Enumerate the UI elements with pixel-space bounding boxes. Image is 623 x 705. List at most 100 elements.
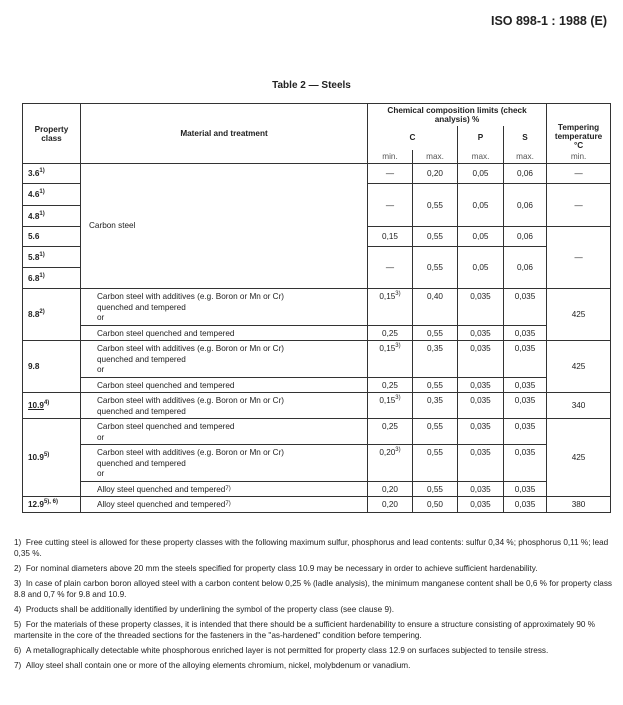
property-class: 4.8 — [28, 211, 40, 221]
value-s: 0,06 — [517, 169, 533, 178]
table-cell: 0,50 — [412, 496, 458, 513]
footnote-ref: 7) — [225, 501, 231, 507]
table-row: 10.95) Carbon steel quenched and tempered… — [22, 418, 612, 497]
property-class: 10.9 — [28, 453, 44, 462]
value-p: 0,05 — [472, 232, 489, 241]
value-cmax: 0,35 — [427, 344, 443, 353]
subheader-max: max. — [426, 151, 444, 161]
column-header-s: S — [522, 133, 528, 142]
value-p: 0,05 — [472, 200, 489, 210]
value-s: 0,035 — [514, 500, 536, 509]
tempering-value: 425 — [571, 310, 586, 319]
value-cmin: 0,25 — [382, 380, 398, 390]
table-cell: 0,153) — [367, 392, 413, 419]
property-class: 4.6 — [28, 190, 40, 199]
table-cell: 425 — [546, 288, 612, 341]
table-cell: 0,25 — [367, 324, 413, 341]
table-cell: 0,55 — [412, 480, 458, 497]
table-row: 9.8 Carbon steel with additives (e.g. Bor… — [22, 340, 612, 393]
table-cell: 0,035 — [502, 444, 548, 482]
material: Carbon steel quenched and tempered — [97, 380, 235, 390]
property-class: 12.9 — [28, 499, 44, 509]
table-cell: 0,06 — [502, 183, 548, 227]
table-cell: 0,035 — [502, 418, 548, 445]
value-cmax: 0,55 — [427, 422, 443, 431]
footnotes: 1) Free cutting steel is allowed for the… — [14, 537, 614, 675]
value-cmax: 0,55 — [427, 263, 443, 272]
footnote: 2) For nominal diameters above 20 mm the… — [14, 563, 614, 574]
table-cell: min. — [367, 149, 413, 164]
table-cell: 4.81) — [22, 205, 81, 227]
table-cell: Alloy steel quenched and tempered7) — [80, 496, 368, 513]
footnote-number: 4) — [14, 605, 22, 614]
value-cmax: 0,55 — [427, 380, 443, 390]
table-cell: 6.81) — [22, 267, 81, 289]
table-title: Table 2 — Steels — [272, 80, 351, 91]
table-cell: 0,55 — [412, 226, 458, 247]
value-cmax: 0,50 — [427, 500, 443, 509]
table-cell: 12.95), 6) — [22, 496, 81, 513]
table-cell: 0,035 — [502, 480, 548, 497]
table-cell: 0,06 — [502, 226, 548, 247]
column-header-material: Material and treatment — [180, 129, 268, 138]
table-cell: 0,035 — [457, 480, 504, 497]
property-class: 6.8 — [28, 273, 40, 283]
table-cell: 0,55 — [412, 444, 458, 482]
table-cell: 425 — [546, 340, 612, 393]
subheader-min: min. — [570, 151, 587, 161]
table-cell: 0,20 — [412, 163, 458, 184]
footnote-text: Products shall be additionally identifie… — [25, 605, 395, 614]
footnote-text: A metallographically detectable white ph… — [25, 646, 549, 655]
value-s: 0,035 — [514, 292, 536, 301]
column-header-c: C — [409, 133, 416, 142]
property-class: 8.8 — [28, 310, 40, 319]
or-label: or — [97, 432, 105, 442]
column-header-chemical-composition: Chemical composition limits (check analy… — [387, 105, 527, 124]
table-cell: 0,55 — [412, 418, 458, 445]
value-cmin: 0,25 — [382, 328, 398, 338]
tempering-value: 425 — [571, 453, 586, 462]
table-row: 3.61) Carbon steel —0,20 0,05 0,06— — [22, 163, 612, 289]
or-label: or — [97, 365, 105, 374]
table-cell: 0,20 — [367, 480, 413, 497]
value-p: 0,035 — [470, 344, 491, 353]
table-cell: 8.82) — [22, 288, 81, 341]
property-class: 5.6 — [28, 232, 40, 241]
footnote-ref: 1) — [39, 251, 45, 258]
table-cell: 3.61) — [22, 163, 81, 184]
table-row: Carbon steel with additives (e.g. Boron … — [23, 444, 611, 482]
table-cell: 425 — [546, 418, 612, 497]
table-cell: 10.95) — [22, 418, 81, 497]
value-cmax: 0,40 — [427, 292, 443, 301]
material: Carbon steel — [89, 220, 136, 230]
footnote-text: In case of plain carbon boron alloyed st… — [14, 579, 613, 599]
table-cell: 0,25 — [367, 418, 413, 445]
table-cell: Alloy steel quenched and tempered7) — [80, 480, 368, 497]
footnote-ref: 4) — [43, 400, 50, 406]
table-cell: Carbon steel with additives (e.g. Boron … — [80, 444, 368, 482]
table-cell: 5.81) — [22, 246, 81, 268]
table-cell: 0,035 — [457, 444, 504, 482]
table-cell: Carbon steel quenched and tempered or — [80, 418, 368, 445]
footnote-text: Alloy steel shall contain one or more of… — [25, 661, 411, 670]
table-row: Alloy steel quenched and tempered7) 0,20 0… — [23, 480, 611, 497]
value-cmin: 0,15 — [379, 292, 396, 301]
footnote-ref: 3) — [395, 291, 401, 297]
column-header-p: P — [477, 133, 484, 142]
table-cell: Tempering temperature °C — [546, 103, 612, 150]
table-cell: 0,035 — [457, 376, 504, 393]
table-cell: 0,05 — [457, 183, 504, 227]
value-p: 0,035 — [470, 292, 491, 301]
table-cell: Carbon steel with additives (e.g. Boron … — [80, 392, 368, 419]
value-p: 0,035 — [470, 422, 491, 431]
table-cell: 0,06 — [502, 163, 548, 184]
standard-reference: ISO 898-1 : 1988 (E) — [490, 14, 607, 28]
value-s: 0,035 — [514, 380, 536, 390]
table-row: 5.6 0,15 0,55 0,05 0,06 — — [22, 226, 612, 289]
table-cell: — — [546, 226, 612, 289]
footnote: 6) A metallographically detectable white… — [14, 645, 614, 656]
table-cell: 0,035 — [457, 418, 504, 445]
tempering-value: 380 — [571, 499, 586, 509]
table-cell: — — [546, 163, 612, 184]
table-cell: 10.94) — [22, 392, 81, 419]
